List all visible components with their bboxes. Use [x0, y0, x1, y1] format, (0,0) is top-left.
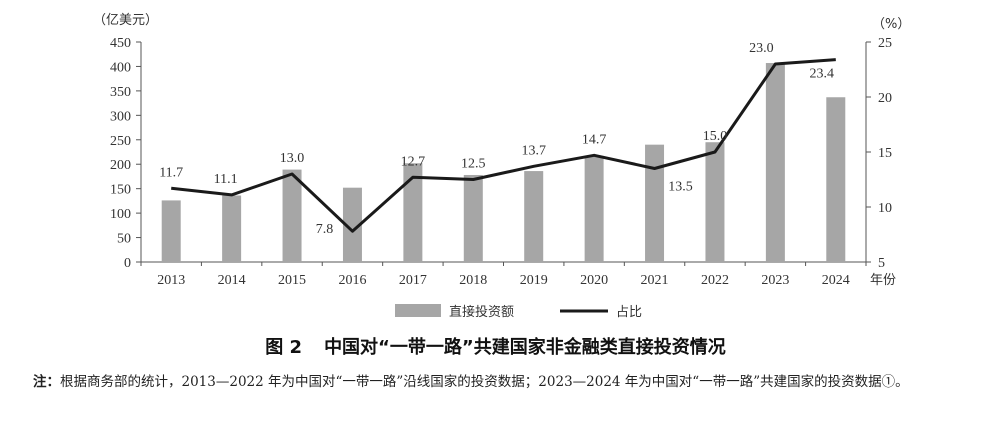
right-axis-unit: （%）: [872, 17, 910, 32]
legend-swatch-bar: [395, 304, 441, 317]
legend-label-line: 占比: [616, 305, 642, 320]
x-tick-label-2021: 2021: [641, 273, 669, 288]
right-tick-label: 20: [878, 91, 892, 106]
share-label-2015: 13.0: [280, 151, 305, 166]
share-label-2021: 13.5: [668, 180, 693, 195]
x-tick-label-2024: 2024: [822, 273, 850, 288]
share-label-2014: 11.1: [214, 172, 238, 187]
left-tick-label: 300: [110, 109, 131, 124]
x-tick-label-2020: 2020: [580, 273, 608, 288]
left-tick-label: 0: [124, 256, 131, 271]
footnote-label: 注：: [33, 374, 60, 390]
bar-2023: [765, 63, 785, 263]
figure-caption: 图 2 中国对“一带一路”共建国家非金融类直接投资情况: [0, 333, 991, 359]
right-tick-label: 25: [878, 36, 892, 51]
x-tick-label-2014: 2014: [218, 273, 246, 288]
legend-label-bar: 直接投资额: [449, 304, 514, 320]
bar-2016: [342, 187, 362, 262]
bar-2015: [282, 169, 302, 262]
bar-2019: [524, 171, 544, 262]
footnote: 注：根据商务部的统计，2013—2022 年为中国对“一带一路”沿线国家的投资数…: [6, 370, 986, 395]
left-tick-label: 100: [110, 207, 131, 222]
share-label-2018: 12.5: [461, 157, 486, 172]
right-tick-label: 15: [878, 146, 892, 161]
share-line: [171, 58, 836, 233]
left-tick-label: 350: [110, 85, 131, 100]
chart: 0 50 100 150 200 250 300 350 400 450 5 10 15 20 25 （亿美元…: [93, 13, 910, 320]
x-tick-label-2022: 2022: [701, 273, 729, 288]
share-label-2023: 23.0: [749, 41, 774, 56]
right-tick-label: 5: [878, 256, 885, 271]
x-tick-label-2016: 2016: [338, 273, 366, 288]
share-label-2022: 15.0: [703, 129, 728, 144]
x-tick-label-2015: 2015: [278, 273, 306, 288]
share-label-2013: 11.7: [159, 165, 183, 180]
left-tick-label: 250: [110, 134, 131, 149]
figure-title: 中国对“一带一路”共建国家非金融类直接投资情况: [324, 337, 726, 358]
bar-2017: [403, 163, 423, 262]
bar-2024: [826, 97, 846, 262]
figure-number: 图 2: [265, 337, 303, 358]
bar-2022: [705, 142, 725, 262]
x-tick-label-2019: 2019: [520, 273, 548, 288]
x-axis-label: 年份: [870, 273, 896, 288]
bar-2014: [222, 195, 242, 262]
left-tick-label: 400: [110, 60, 131, 75]
bar-2018: [463, 174, 483, 262]
left-tick-label: 200: [110, 158, 131, 173]
footnote-text: 根据商务部的统计，2013—2022 年为中国对“一带一路”沿线国家的投资数据；…: [60, 374, 909, 390]
share-label-2020: 14.7: [582, 132, 607, 147]
left-tick-label: 450: [110, 36, 131, 51]
bar-2020: [584, 155, 604, 262]
left-axis-unit: （亿美元）: [93, 13, 158, 28]
share-label-2016: 7.8: [316, 222, 334, 237]
x-tick-label-2023: 2023: [761, 273, 789, 288]
right-tick-label: 10: [878, 201, 892, 216]
bar-2013: [161, 200, 181, 262]
x-tick-label-2013: 2013: [157, 273, 185, 288]
bar-2021: [645, 144, 665, 262]
left-tick-label: 50: [117, 232, 131, 247]
share-label-2019: 13.7: [521, 143, 546, 158]
share-label-2024: 23.4: [810, 67, 835, 82]
left-tick-label: 150: [110, 183, 131, 198]
x-tick-label-2017: 2017: [399, 273, 427, 288]
x-tick-label-2018: 2018: [459, 273, 487, 288]
share-label-2017: 12.7: [401, 154, 426, 169]
